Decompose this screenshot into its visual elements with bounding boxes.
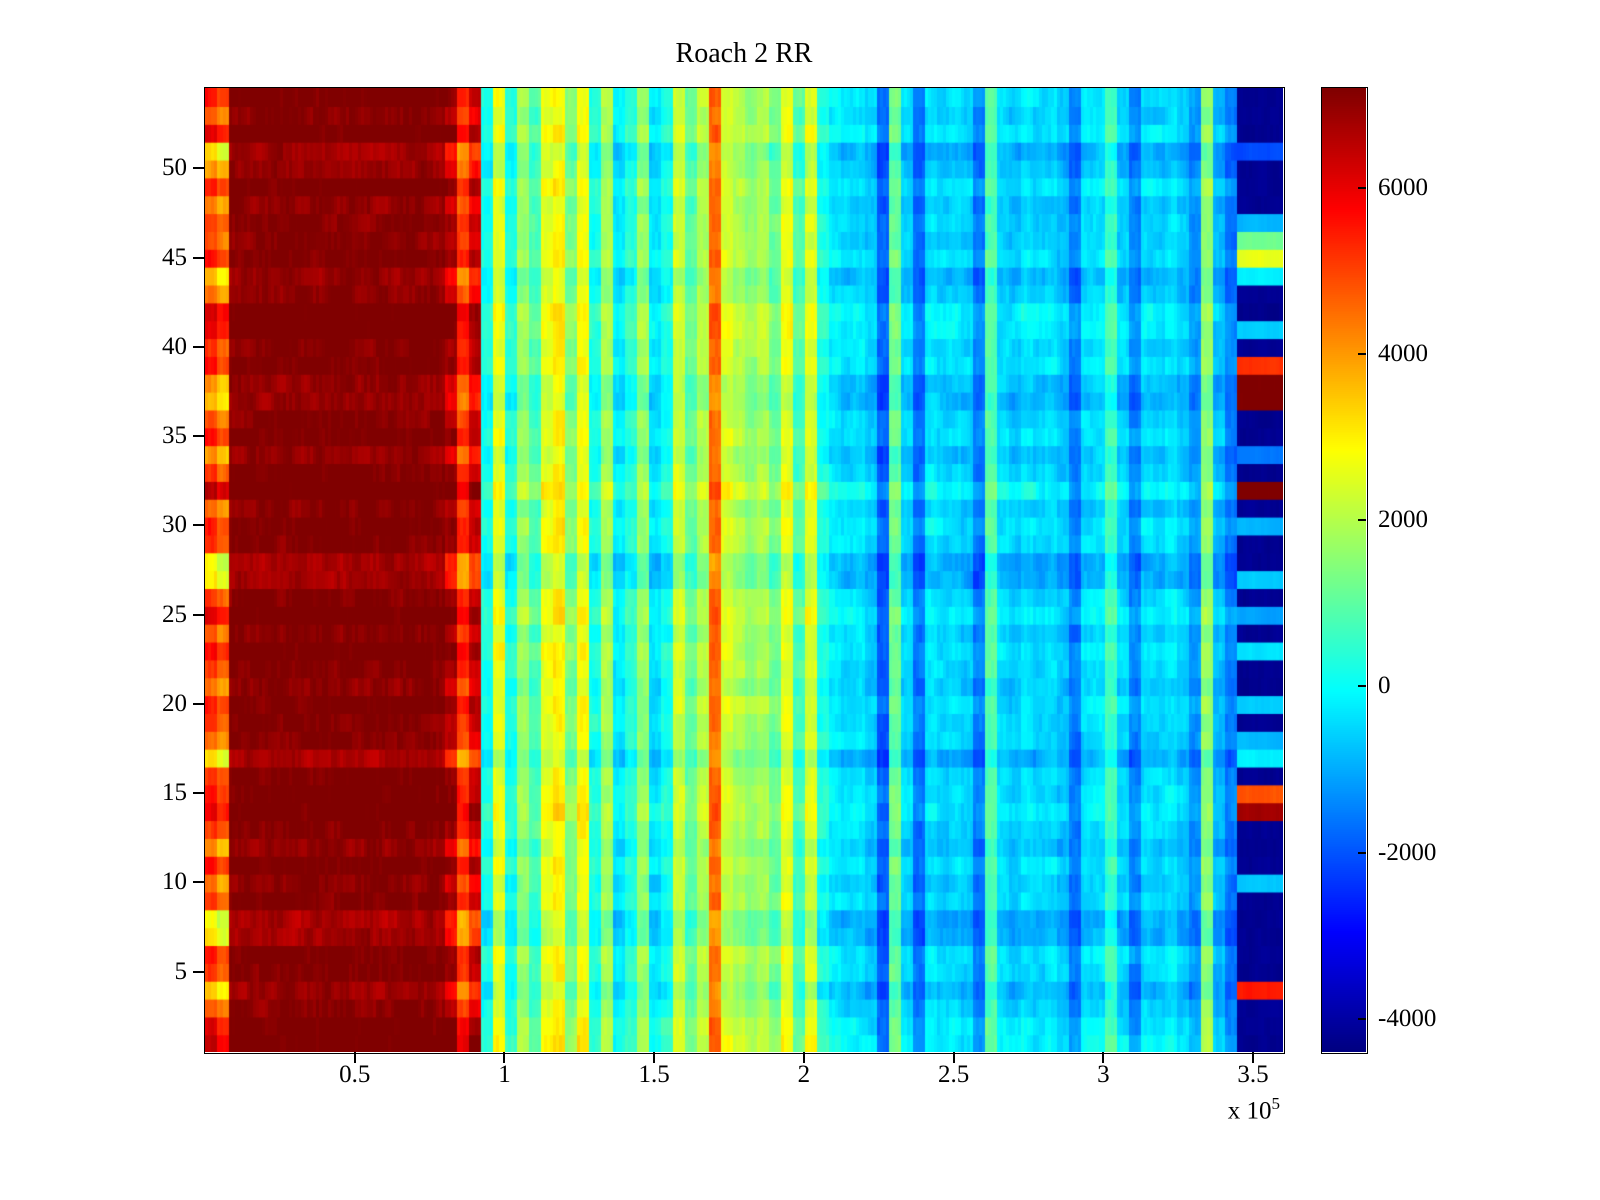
x-tick-mark — [1102, 1052, 1105, 1063]
y-tick-label: 40 — [162, 332, 187, 360]
colorbar-tick-label: 2000 — [1378, 506, 1428, 534]
y-tick-label: 10 — [162, 868, 187, 896]
x-tick-label: 0.5 — [339, 1061, 371, 1088]
colorbar-tick-label: 0 — [1378, 672, 1391, 700]
colorbar-tick-label: 6000 — [1378, 173, 1428, 201]
y-tick-label: 15 — [162, 779, 187, 807]
chart-title: Roach 2 RR — [675, 38, 813, 69]
x-tick-mark — [1252, 1052, 1255, 1063]
colorbar-tick-mark — [1358, 352, 1366, 355]
y-tick-mark — [193, 435, 205, 438]
colorbar-tick-label: -2000 — [1378, 838, 1437, 866]
x-tick-mark — [353, 1052, 356, 1063]
colorbar — [1322, 88, 1366, 1052]
colorbar-tick-mark — [1358, 1017, 1366, 1020]
y-tick-label: 5 — [174, 957, 188, 985]
y-tick-label: 45 — [162, 243, 187, 271]
colorbar-tick-label: -4000 — [1378, 1004, 1437, 1032]
colorbar-tick-mark — [1358, 186, 1366, 189]
x-tick-label: 3.5 — [1237, 1061, 1269, 1088]
y-tick-label: 30 — [162, 511, 187, 539]
x-tick-mark — [802, 1052, 805, 1063]
y-tick-label: 50 — [162, 154, 187, 182]
y-tick-mark — [193, 524, 205, 527]
x-axis-exponent: x 105 — [1160, 1094, 1280, 1125]
colorbar-tick-mark — [1358, 519, 1366, 522]
y-tick-label: 20 — [162, 689, 187, 717]
y-tick-label: 35 — [162, 422, 187, 450]
y-tick-mark — [193, 613, 205, 616]
x-tick-label: 2.5 — [937, 1061, 970, 1088]
x-tick-label: 2 — [797, 1061, 811, 1088]
x-axis-exponent-base: x 10 — [1227, 1097, 1272, 1125]
y-tick-mark — [193, 792, 205, 795]
y-tick-mark — [193, 256, 205, 259]
x-tick-mark — [653, 1052, 656, 1063]
colorbar-tick-mark — [1358, 685, 1366, 688]
y-tick-label: 25 — [162, 600, 187, 628]
x-axis-exponent-power: 5 — [1271, 1094, 1281, 1113]
x-tick-label: 1.5 — [638, 1061, 670, 1088]
y-tick-mark — [193, 167, 205, 170]
y-tick-mark — [193, 702, 205, 705]
x-tick-mark — [952, 1052, 955, 1063]
x-tick-label: 3 — [1097, 1061, 1110, 1088]
x-tick-mark — [503, 1052, 506, 1063]
y-tick-mark — [193, 881, 205, 884]
heatmap-image — [205, 88, 1283, 1052]
y-tick-mark — [193, 970, 205, 973]
x-tick-label: 1 — [498, 1061, 511, 1088]
colorbar-tick-label: 4000 — [1378, 339, 1428, 367]
colorbar-tick-mark — [1358, 851, 1366, 854]
y-tick-mark — [193, 345, 205, 348]
